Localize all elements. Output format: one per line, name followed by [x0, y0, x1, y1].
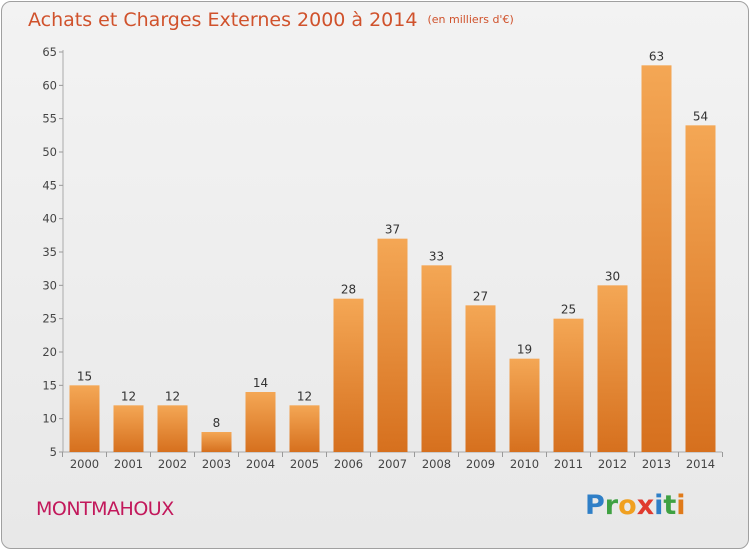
x-tick-label-2004: 2004	[246, 457, 275, 471]
bar-2002	[157, 405, 188, 452]
x-tick-label-2001: 2001	[114, 457, 143, 471]
data-label-2006: 28	[341, 283, 356, 297]
chart-title-text: Achats et Charges Externes 2000 à 2014	[28, 9, 418, 31]
bar-2009	[465, 305, 496, 452]
x-tick-label-2014: 2014	[686, 457, 715, 471]
logo-letter: i	[654, 490, 664, 521]
y-tick-label: 10	[42, 412, 57, 426]
data-label-2011: 25	[561, 303, 576, 317]
x-tick-label-2007: 2007	[378, 457, 407, 471]
bar-2006	[333, 298, 364, 452]
bar-2000	[69, 385, 100, 452]
chart-unit-label: (en milliers d'€)	[427, 13, 514, 26]
x-tick-label-2003: 2003	[202, 457, 231, 471]
bar-2005	[289, 405, 320, 452]
y-tick-label: 30	[42, 278, 57, 292]
x-tick-label-2010: 2010	[510, 457, 539, 471]
bar-2003	[201, 432, 232, 452]
data-label-2007: 37	[385, 223, 400, 237]
data-label-2008: 33	[429, 249, 444, 263]
y-tick-label: 20	[42, 345, 57, 359]
x-tick-label-2011: 2011	[554, 457, 583, 471]
commune-name: MONTMAHOUX	[36, 498, 174, 520]
x-tick-label-2002: 2002	[158, 457, 187, 471]
logo-letter: i	[676, 490, 686, 521]
y-tick-label: 50	[42, 145, 57, 159]
logo-letter: P	[585, 490, 605, 521]
y-tick-label: 40	[42, 212, 57, 226]
bar-2007	[377, 238, 408, 452]
bar-2013	[641, 65, 672, 453]
data-label-2014: 54	[693, 109, 708, 123]
y-tick-label: 35	[42, 245, 57, 259]
bar-2014	[685, 125, 716, 452]
y-tick-label: 60	[42, 78, 57, 92]
y-tick-label: 45	[42, 178, 57, 192]
proxiti-logo: Proxiti	[585, 490, 686, 521]
bar-2012	[597, 285, 628, 452]
y-tick-label: 15	[42, 378, 57, 392]
y-tick-label: 5	[50, 445, 57, 459]
data-label-2004: 14	[253, 376, 268, 390]
y-tick-label: 25	[42, 312, 57, 326]
data-label-2009: 27	[473, 289, 488, 303]
bar-2010	[509, 358, 540, 452]
data-label-2010: 19	[517, 343, 532, 357]
bar-2004	[245, 392, 276, 452]
data-label-2013: 63	[649, 49, 664, 63]
data-label-2000: 15	[77, 369, 92, 383]
bar-2011	[553, 318, 584, 452]
x-tick-label-2006: 2006	[334, 457, 363, 471]
x-tick-label-2009: 2009	[466, 457, 495, 471]
logo-letter: o	[618, 490, 637, 521]
x-tick-label-2013: 2013	[642, 457, 671, 471]
x-tick-label-2012: 2012	[598, 457, 627, 471]
data-label-2005: 12	[297, 389, 312, 403]
data-label-2001: 12	[121, 389, 136, 403]
logo-letter: t	[663, 490, 677, 521]
y-tick-label: 55	[42, 112, 57, 126]
bar-2001	[113, 405, 144, 452]
logo-letter: x	[636, 490, 655, 521]
x-tick-label-2008: 2008	[422, 457, 451, 471]
x-tick-label-2005: 2005	[290, 457, 319, 471]
chart-title: Achats et Charges Externes 2000 à 2014 (e…	[28, 9, 514, 31]
y-tick-label: 65	[42, 45, 57, 59]
data-label-2012: 30	[605, 269, 620, 283]
data-label-2002: 12	[165, 389, 180, 403]
data-label-2003: 8	[213, 416, 221, 430]
x-tick-label-2000: 2000	[70, 457, 99, 471]
bar-2008	[421, 265, 452, 452]
logo-letter: r	[604, 490, 619, 521]
